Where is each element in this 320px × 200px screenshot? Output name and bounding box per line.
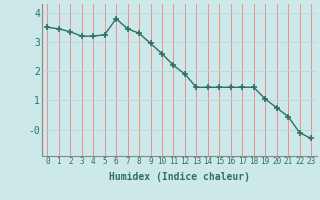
X-axis label: Humidex (Indice chaleur): Humidex (Indice chaleur) [109,172,250,182]
